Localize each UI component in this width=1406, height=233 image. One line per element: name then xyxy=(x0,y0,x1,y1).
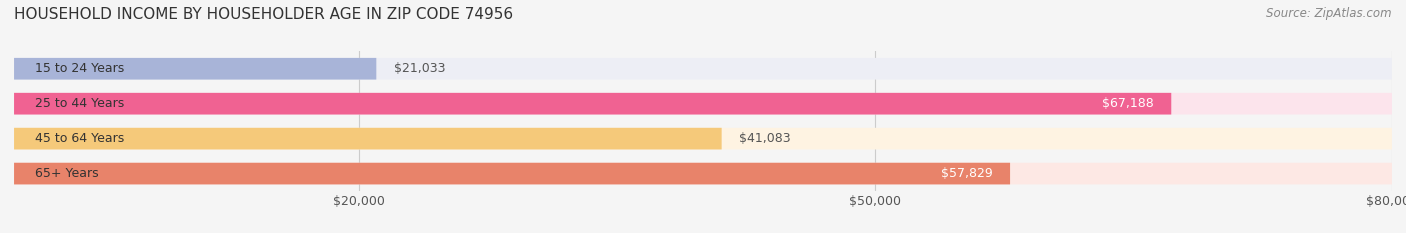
Text: 45 to 64 Years: 45 to 64 Years xyxy=(35,132,124,145)
FancyBboxPatch shape xyxy=(14,93,1392,115)
Text: Source: ZipAtlas.com: Source: ZipAtlas.com xyxy=(1267,7,1392,20)
Text: $67,188: $67,188 xyxy=(1102,97,1154,110)
Text: $57,829: $57,829 xyxy=(941,167,993,180)
FancyBboxPatch shape xyxy=(14,58,377,80)
FancyBboxPatch shape xyxy=(14,58,1392,80)
FancyBboxPatch shape xyxy=(14,128,1392,150)
FancyBboxPatch shape xyxy=(14,93,1171,115)
FancyBboxPatch shape xyxy=(14,163,1010,185)
Text: 65+ Years: 65+ Years xyxy=(35,167,98,180)
Text: $21,033: $21,033 xyxy=(394,62,446,75)
Text: 25 to 44 Years: 25 to 44 Years xyxy=(35,97,124,110)
FancyBboxPatch shape xyxy=(14,128,721,150)
Text: $41,083: $41,083 xyxy=(740,132,790,145)
Text: HOUSEHOLD INCOME BY HOUSEHOLDER AGE IN ZIP CODE 74956: HOUSEHOLD INCOME BY HOUSEHOLDER AGE IN Z… xyxy=(14,7,513,22)
FancyBboxPatch shape xyxy=(14,163,1392,185)
Text: 15 to 24 Years: 15 to 24 Years xyxy=(35,62,124,75)
